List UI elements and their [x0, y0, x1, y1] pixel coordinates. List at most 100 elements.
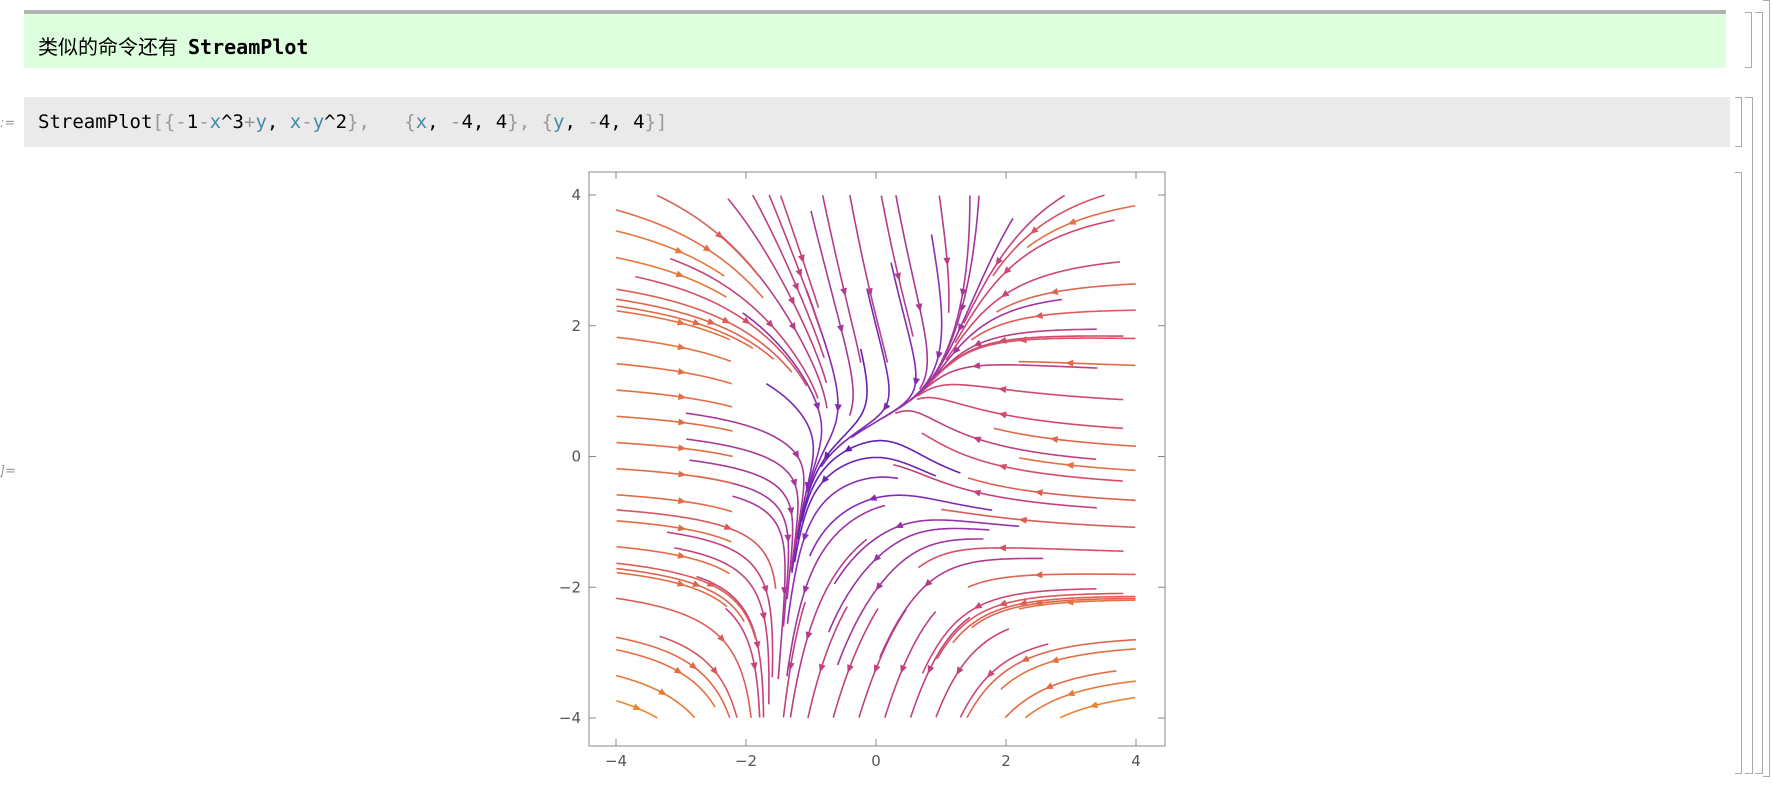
input-code[interactable]: StreamPlot[{-1-x^3+y, x-y^2}, {x, -4, 4}…	[38, 111, 667, 133]
code-token: 4, 4	[461, 111, 508, 133]
streamline-arrow	[721, 316, 731, 324]
streamline	[996, 283, 1136, 313]
streamline-arrow	[873, 553, 882, 562]
streamline	[796, 348, 868, 540]
streamline-arrow	[802, 585, 810, 595]
streamline-arrow	[765, 319, 774, 328]
streamline	[967, 573, 1136, 588]
streamline	[850, 262, 917, 439]
streamline-arrow	[632, 703, 642, 710]
streamline-arrow	[927, 664, 935, 674]
streamline	[616, 636, 731, 719]
streamline-arrow	[973, 601, 983, 609]
text-cell[interactable]: 类似的命令还有 StreamPlot	[24, 14, 1726, 68]
streamline	[909, 616, 971, 718]
streamline	[786, 504, 886, 677]
streamline-arrow	[723, 523, 733, 530]
streamline	[689, 459, 794, 600]
code-token: x	[209, 111, 222, 133]
streamline-arrow	[894, 521, 904, 528]
x-tick-label: 0	[871, 752, 881, 770]
streamline-arrow	[658, 688, 667, 696]
streamline-arrow	[818, 663, 826, 673]
text-cell-content: 类似的命令还有 StreamPlot	[38, 31, 308, 60]
streamline	[616, 520, 732, 543]
streamline-arrow	[998, 463, 1007, 471]
streamline	[732, 495, 786, 680]
input-cell[interactable]: StreamPlot[{-1-x^3+y, x-y^2}, {x, -4, 4}…	[24, 97, 1730, 147]
streamline-arrow	[673, 666, 683, 674]
streamline	[993, 427, 1136, 447]
streamline-arrow	[678, 470, 687, 478]
streamline	[938, 195, 950, 313]
streamline	[1019, 457, 1136, 472]
y-tick-label: 0	[571, 448, 581, 466]
streamline-arrow	[840, 287, 847, 297]
streamline	[821, 195, 862, 363]
streamline-arrow	[943, 257, 951, 266]
stream-plot[interactable]: −4 −2 0 2 4 −4 −2 0 2 4	[540, 165, 1180, 790]
streamline-arrow	[1065, 598, 1074, 606]
streamline-arrow	[692, 580, 701, 587]
streamline-arrow	[998, 411, 1007, 419]
streamline	[616, 362, 732, 385]
text-cell-bracket[interactable]	[1745, 12, 1752, 68]
streamline	[789, 538, 868, 718]
streamline	[616, 567, 745, 623]
streamline	[894, 410, 1097, 461]
streamline-arrow	[1065, 359, 1074, 367]
streamline	[952, 595, 1136, 644]
cell-top-rule	[24, 10, 1726, 14]
code-token: y	[312, 111, 325, 133]
x-tick-label: 2	[1001, 752, 1011, 770]
group-bracket[interactable]	[1745, 97, 1753, 774]
streamline-arrow	[676, 579, 686, 587]
input-cell-bracket[interactable]	[1735, 97, 1742, 147]
code-token: y	[255, 111, 267, 133]
streamline-arrow	[1003, 266, 1012, 275]
streamline-arrow	[674, 246, 684, 254]
streamline	[992, 194, 1105, 277]
streamline	[879, 557, 1044, 658]
outer-group-bracket[interactable]	[1755, 12, 1763, 774]
streamline	[936, 592, 1124, 660]
streamline-arrow	[1067, 218, 1077, 225]
code-token: x	[289, 111, 302, 133]
output-cell-bracket[interactable]	[1735, 172, 1742, 774]
streamline	[616, 305, 754, 349]
streamline-arrow	[973, 339, 983, 347]
streamline	[616, 415, 733, 432]
streamline	[656, 194, 761, 278]
code-token: ^2	[324, 111, 348, 133]
streamline-arrow	[813, 402, 820, 411]
streamline-arrow	[865, 287, 873, 297]
streamline-arrow	[759, 612, 767, 621]
streamline-arrow	[847, 664, 854, 673]
streamline-arrow	[995, 256, 1003, 266]
streamline-arrow	[1049, 436, 1059, 443]
streamline-arrow	[688, 661, 698, 670]
streamline-arrow	[717, 634, 726, 643]
streamline-arrow	[924, 578, 933, 587]
streamline-arrow	[1034, 571, 1043, 579]
code-token: },	[347, 111, 393, 133]
page-bracket[interactable]	[1763, 0, 1770, 777]
streamline-arrow	[972, 489, 982, 497]
streamline-arrow	[788, 322, 796, 331]
streamline	[782, 601, 806, 718]
streamline-arrow	[795, 268, 803, 278]
text-cell-bold-command: StreamPlot	[188, 35, 309, 59]
streamline	[945, 261, 1121, 361]
streamline-arrow	[972, 436, 982, 444]
streamline	[1000, 648, 1136, 690]
plot-frame	[588, 171, 1166, 747]
streamline-arrow	[750, 662, 758, 671]
streamline	[966, 638, 1137, 719]
code-token: x	[415, 111, 428, 133]
x-tick-label: −4	[605, 752, 627, 770]
streamline	[616, 545, 731, 575]
streamline-arrow	[894, 272, 901, 281]
code-token: 1	[186, 111, 199, 133]
code-token: {	[392, 111, 416, 133]
streamline	[615, 674, 696, 719]
